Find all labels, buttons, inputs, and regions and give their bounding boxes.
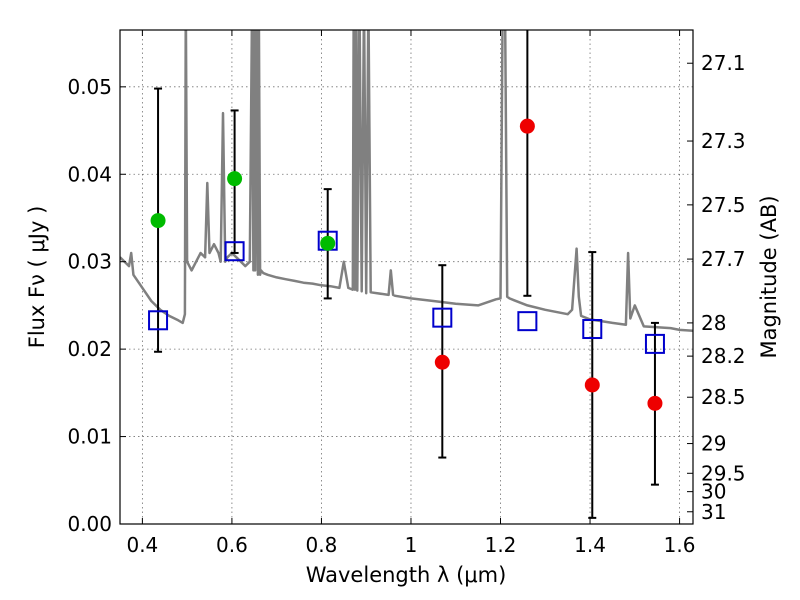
detection-point — [150, 213, 166, 229]
model-photometry-square — [517, 311, 538, 332]
x-axis-ticks: 0.4 0.6 0.8 1 1.2 1.4 1.6 — [126, 30, 695, 557]
spectrum-line — [120, 30, 693, 333]
x-tick-label: 1.2 — [485, 533, 517, 557]
upper-limit-point — [434, 354, 450, 370]
x-tick-label: 1.4 — [574, 533, 606, 557]
right-tick-label: 29.5 — [701, 461, 746, 485]
x-tick-label: 0.8 — [306, 533, 338, 557]
right-tick-label: 27.5 — [701, 193, 746, 217]
x-tick-label: 1.6 — [664, 533, 696, 557]
y-axis-ticks: 0.00 0.01 0.02 0.03 0.04 0.05 — [67, 75, 126, 536]
right-tick-label: 30 — [701, 480, 726, 504]
detection-point — [227, 171, 243, 187]
y-tick-label: 0.05 — [67, 75, 112, 99]
y-tick-label: 0.02 — [67, 337, 112, 361]
y-tick-label: 0.03 — [67, 250, 112, 274]
model-spectrum — [120, 30, 693, 333]
model-photometry — [148, 230, 665, 354]
model-photometry-square — [582, 319, 603, 340]
right-tick-label: 28.2 — [701, 344, 746, 368]
upper-limit-point — [584, 377, 600, 393]
y-axis-label: Flux Fν ( μJy ) — [25, 206, 49, 349]
x-axis-label: Wavelength λ (μm) — [306, 563, 507, 587]
model-photometry-square — [148, 310, 169, 331]
right-tick-label: 29 — [701, 432, 726, 456]
y-tick-label: 0.04 — [67, 162, 112, 186]
y-tick-label: 0.00 — [67, 512, 112, 536]
right-tick-label: 27.3 — [701, 129, 746, 153]
x-tick-label: 0.4 — [126, 533, 158, 557]
right-tick-label: 27.1 — [701, 51, 746, 75]
x-tick-label: 1 — [405, 533, 418, 557]
right-axis-label: Magnitude (AB) — [757, 195, 781, 358]
error-bars — [154, 30, 659, 519]
right-tick-label: 28 — [701, 311, 726, 335]
right-tick-label: 28.5 — [701, 385, 746, 409]
grid — [120, 30, 693, 525]
upper-limit-point — [647, 395, 663, 411]
x-tick-label: 0.6 — [216, 533, 248, 557]
observed-points — [150, 118, 663, 411]
plot-frame — [119, 29, 694, 525]
right-tick-label: 27.7 — [701, 247, 746, 271]
upper-limit-point — [519, 118, 535, 134]
model-photometry-square — [432, 307, 453, 328]
model-photometry-square — [644, 333, 665, 354]
y-tick-label: 0.01 — [67, 425, 112, 449]
model-photometry-square — [224, 241, 245, 262]
detection-point — [320, 235, 336, 251]
right-tick-label: 31 — [701, 500, 726, 524]
